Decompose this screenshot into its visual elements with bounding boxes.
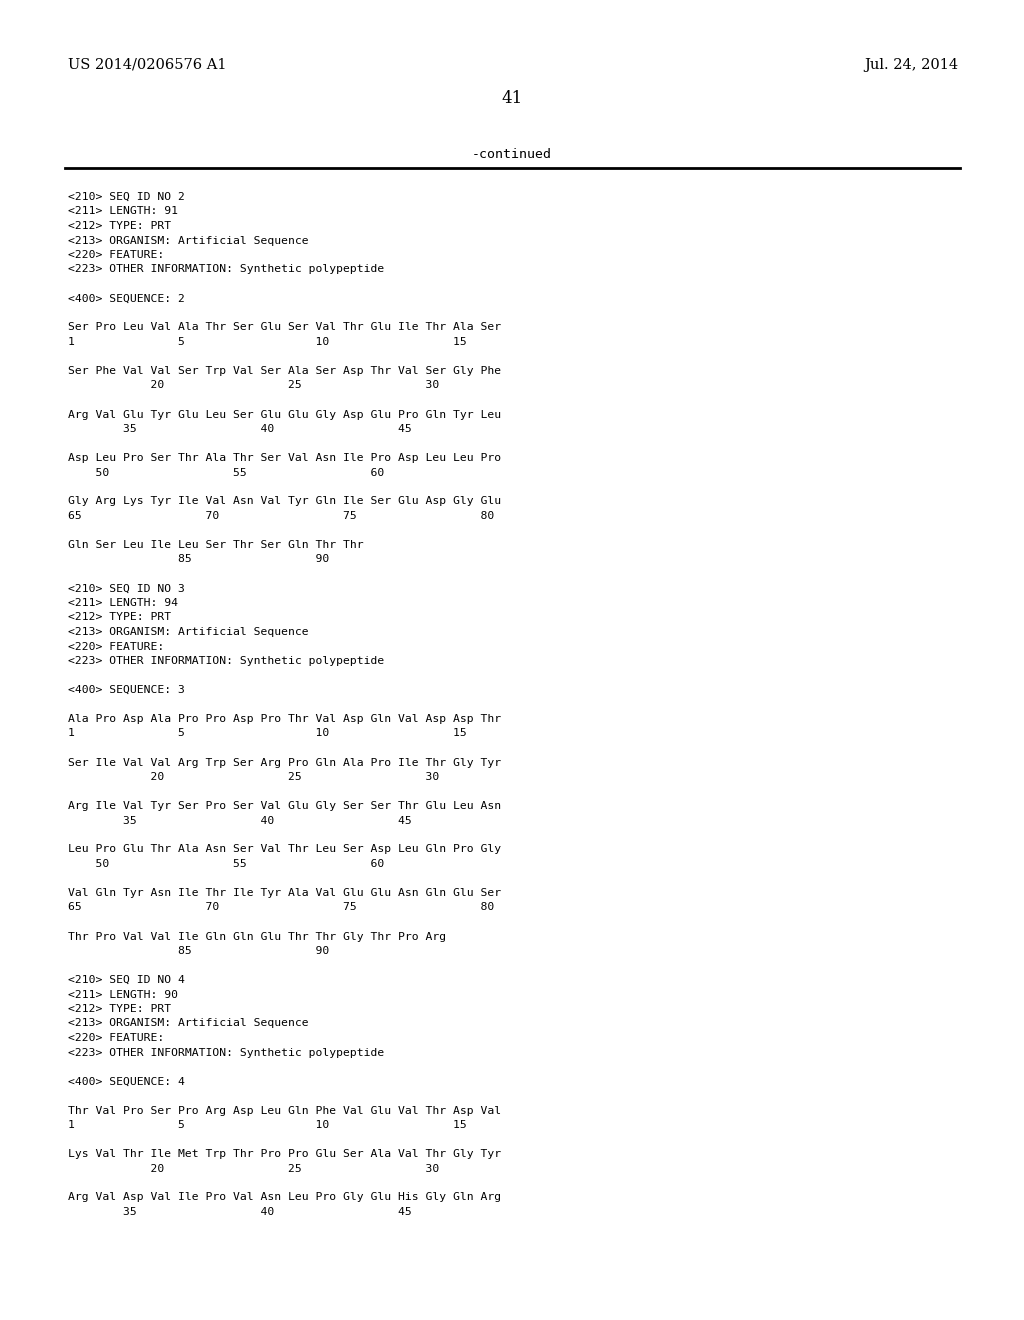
Text: <220> FEATURE:: <220> FEATURE: (68, 249, 164, 260)
Text: Lys Val Thr Ile Met Trp Thr Pro Pro Glu Ser Ala Val Thr Gly Tyr: Lys Val Thr Ile Met Trp Thr Pro Pro Glu … (68, 1148, 501, 1159)
Text: <220> FEATURE:: <220> FEATURE: (68, 642, 164, 652)
Text: Ser Phe Val Val Ser Trp Val Ser Ala Ser Asp Thr Val Ser Gly Phe: Ser Phe Val Val Ser Trp Val Ser Ala Ser … (68, 366, 501, 376)
Text: 1               5                   10                  15: 1 5 10 15 (68, 729, 467, 738)
Text: Val Gln Tyr Asn Ile Thr Ile Tyr Ala Val Glu Glu Asn Gln Glu Ser: Val Gln Tyr Asn Ile Thr Ile Tyr Ala Val … (68, 888, 501, 898)
Text: 1               5                   10                  15: 1 5 10 15 (68, 337, 467, 347)
Text: <210> SEQ ID NO 3: <210> SEQ ID NO 3 (68, 583, 185, 594)
Text: Ser Pro Leu Val Ala Thr Ser Glu Ser Val Thr Glu Ile Thr Ala Ser: Ser Pro Leu Val Ala Thr Ser Glu Ser Val … (68, 322, 501, 333)
Text: <211> LENGTH: 94: <211> LENGTH: 94 (68, 598, 178, 609)
Text: 85                  90: 85 90 (68, 946, 330, 956)
Text: <220> FEATURE:: <220> FEATURE: (68, 1034, 164, 1043)
Text: -continued: -continued (472, 148, 552, 161)
Text: Jul. 24, 2014: Jul. 24, 2014 (864, 58, 958, 73)
Text: <211> LENGTH: 91: <211> LENGTH: 91 (68, 206, 178, 216)
Text: 65                  70                  75                  80: 65 70 75 80 (68, 511, 495, 521)
Text: <400> SEQUENCE: 2: <400> SEQUENCE: 2 (68, 293, 185, 304)
Text: 41: 41 (502, 90, 522, 107)
Text: <213> ORGANISM: Artificial Sequence: <213> ORGANISM: Artificial Sequence (68, 1019, 308, 1028)
Text: Arg Ile Val Tyr Ser Pro Ser Val Glu Gly Ser Ser Thr Glu Leu Asn: Arg Ile Val Tyr Ser Pro Ser Val Glu Gly … (68, 801, 501, 810)
Text: Thr Val Pro Ser Pro Arg Asp Leu Gln Phe Val Glu Val Thr Asp Val: Thr Val Pro Ser Pro Arg Asp Leu Gln Phe … (68, 1106, 501, 1115)
Text: 50                  55                  60: 50 55 60 (68, 467, 384, 478)
Text: 50                  55                  60: 50 55 60 (68, 859, 384, 869)
Text: 20                  25                  30: 20 25 30 (68, 1163, 439, 1173)
Text: <212> TYPE: PRT: <212> TYPE: PRT (68, 220, 171, 231)
Text: <213> ORGANISM: Artificial Sequence: <213> ORGANISM: Artificial Sequence (68, 627, 308, 638)
Text: Ala Pro Asp Ala Pro Pro Asp Pro Thr Val Asp Gln Val Asp Asp Thr: Ala Pro Asp Ala Pro Pro Asp Pro Thr Val … (68, 714, 501, 723)
Text: <223> OTHER INFORMATION: Synthetic polypeptide: <223> OTHER INFORMATION: Synthetic polyp… (68, 656, 384, 667)
Text: 35                  40                  45: 35 40 45 (68, 1206, 412, 1217)
Text: <400> SEQUENCE: 4: <400> SEQUENCE: 4 (68, 1077, 185, 1086)
Text: <210> SEQ ID NO 2: <210> SEQ ID NO 2 (68, 191, 185, 202)
Text: <212> TYPE: PRT: <212> TYPE: PRT (68, 612, 171, 623)
Text: Gly Arg Lys Tyr Ile Val Asn Val Tyr Gln Ile Ser Glu Asp Gly Glu: Gly Arg Lys Tyr Ile Val Asn Val Tyr Gln … (68, 496, 501, 507)
Text: Arg Val Glu Tyr Glu Leu Ser Glu Glu Gly Asp Glu Pro Gln Tyr Leu: Arg Val Glu Tyr Glu Leu Ser Glu Glu Gly … (68, 409, 501, 420)
Text: <210> SEQ ID NO 4: <210> SEQ ID NO 4 (68, 975, 185, 985)
Text: 20                  25                  30: 20 25 30 (68, 380, 439, 391)
Text: <212> TYPE: PRT: <212> TYPE: PRT (68, 1005, 171, 1014)
Text: Asp Leu Pro Ser Thr Ala Thr Ser Val Asn Ile Pro Asp Leu Leu Pro: Asp Leu Pro Ser Thr Ala Thr Ser Val Asn … (68, 453, 501, 463)
Text: <213> ORGANISM: Artificial Sequence: <213> ORGANISM: Artificial Sequence (68, 235, 308, 246)
Text: 35                  40                  45: 35 40 45 (68, 816, 412, 825)
Text: Leu Pro Glu Thr Ala Asn Ser Val Thr Leu Ser Asp Leu Gln Pro Gly: Leu Pro Glu Thr Ala Asn Ser Val Thr Leu … (68, 845, 501, 854)
Text: 35                  40                  45: 35 40 45 (68, 424, 412, 434)
Text: Gln Ser Leu Ile Leu Ser Thr Ser Gln Thr Thr: Gln Ser Leu Ile Leu Ser Thr Ser Gln Thr … (68, 540, 364, 550)
Text: <400> SEQUENCE: 3: <400> SEQUENCE: 3 (68, 685, 185, 696)
Text: <223> OTHER INFORMATION: Synthetic polypeptide: <223> OTHER INFORMATION: Synthetic polyp… (68, 1048, 384, 1057)
Text: Arg Val Asp Val Ile Pro Val Asn Leu Pro Gly Glu His Gly Gln Arg: Arg Val Asp Val Ile Pro Val Asn Leu Pro … (68, 1192, 501, 1203)
Text: <223> OTHER INFORMATION: Synthetic polypeptide: <223> OTHER INFORMATION: Synthetic polyp… (68, 264, 384, 275)
Text: US 2014/0206576 A1: US 2014/0206576 A1 (68, 58, 226, 73)
Text: 1               5                   10                  15: 1 5 10 15 (68, 1119, 467, 1130)
Text: 85                  90: 85 90 (68, 554, 330, 565)
Text: Ser Ile Val Val Arg Trp Ser Arg Pro Gln Ala Pro Ile Thr Gly Tyr: Ser Ile Val Val Arg Trp Ser Arg Pro Gln … (68, 758, 501, 767)
Text: <211> LENGTH: 90: <211> LENGTH: 90 (68, 990, 178, 999)
Text: 20                  25                  30: 20 25 30 (68, 772, 439, 781)
Text: Thr Pro Val Val Ile Gln Gln Glu Thr Thr Gly Thr Pro Arg: Thr Pro Val Val Ile Gln Gln Glu Thr Thr … (68, 932, 446, 941)
Text: 65                  70                  75                  80: 65 70 75 80 (68, 903, 495, 912)
